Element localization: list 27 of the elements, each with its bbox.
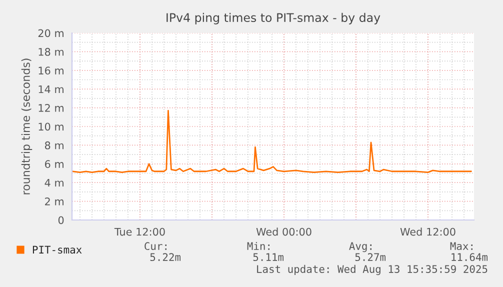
x-tick-label: Wed 12:00 (400, 228, 456, 236)
y-tick-label: 18 m (38, 48, 64, 56)
x-tick-label: Wed 00:00 (256, 228, 312, 236)
text: 5.11m (253, 253, 284, 262)
y-tick-label: 12 m (38, 104, 64, 112)
y-tick-label: 8 m (44, 141, 64, 150)
y-tick-label: 16 m (38, 66, 64, 75)
text: Avg: (349, 242, 372, 252)
y-tick-label: 4 m (44, 178, 64, 187)
line-series (72, 110, 472, 174)
legend-label: PIT-smax (32, 246, 82, 254)
y-tick-label: 10 m (38, 122, 64, 131)
text: Last update: Wed Aug 13 15:35:59 2025 (257, 264, 488, 276)
y-tick-label: 20 m (38, 29, 64, 38)
chart-title: IPv4 ping times to PIT-smax - by day (166, 12, 380, 24)
y-tick-label: 6 m (45, 160, 64, 168)
text: 5.27m (355, 253, 386, 262)
text: 11.64m (452, 253, 488, 262)
text: Max: (450, 242, 472, 250)
y-tick-label: 2 m (45, 198, 64, 206)
x-tick-label: Tue 12:00 (114, 228, 165, 236)
y-tick-label: 0 (58, 216, 64, 224)
y-axis-title: roundtrip time (seconds) (21, 58, 32, 194)
text: Cur: (144, 242, 166, 250)
y-tick-label: 14 m (38, 85, 64, 94)
text: Min: (247, 242, 270, 250)
text: 5.22m (150, 253, 181, 262)
